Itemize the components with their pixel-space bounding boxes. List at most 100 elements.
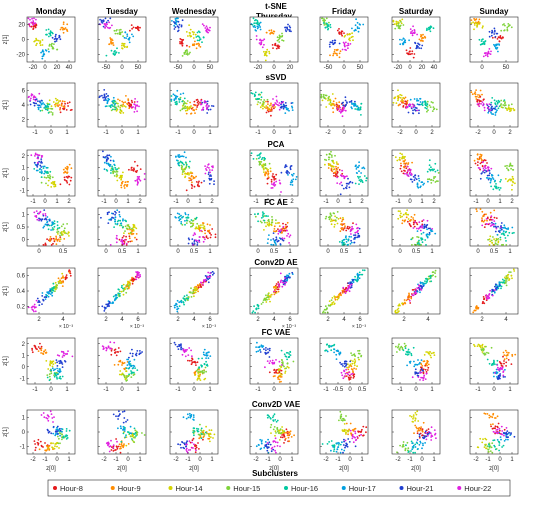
data-point [346, 363, 348, 365]
data-point [478, 167, 480, 169]
data-point [277, 36, 279, 38]
day-title: Friday [332, 7, 357, 16]
data-point [129, 42, 131, 44]
data-point [269, 360, 271, 362]
data-point [335, 299, 337, 301]
data-point [427, 237, 429, 239]
data-point [41, 295, 43, 297]
data-point [117, 223, 119, 225]
data-point [192, 107, 194, 109]
data-point [282, 223, 284, 225]
data-point [64, 101, 66, 103]
data-point [346, 175, 348, 177]
data-point [486, 223, 488, 225]
data-point [115, 223, 117, 225]
data-point [360, 114, 362, 116]
data-point [490, 219, 492, 221]
data-point [119, 370, 121, 372]
data-point [129, 367, 131, 369]
data-point [350, 236, 352, 238]
data-point [187, 110, 189, 112]
data-point [57, 224, 59, 226]
data-point [274, 102, 276, 104]
data-point [359, 228, 361, 230]
data-point [123, 43, 125, 45]
data-point [122, 237, 124, 239]
data-point [413, 176, 415, 178]
data-point [110, 172, 112, 174]
data-point [435, 181, 437, 183]
data-point [338, 28, 340, 30]
data-point [501, 229, 503, 231]
data-point [398, 23, 400, 25]
data-point [420, 282, 422, 284]
data-point [411, 162, 413, 164]
data-point [358, 109, 360, 111]
data-point [288, 110, 290, 112]
data-point [277, 233, 279, 235]
data-point [52, 114, 54, 116]
data-point [341, 185, 343, 187]
data-point [103, 310, 105, 312]
data-point [110, 39, 112, 41]
data-point [421, 365, 423, 367]
data-point [196, 47, 198, 49]
data-point [124, 362, 126, 364]
data-point [477, 161, 479, 163]
data-point [183, 164, 185, 166]
data-point [125, 370, 127, 372]
data-point [115, 216, 117, 218]
data-point [408, 293, 410, 295]
data-point [393, 20, 395, 22]
data-point [110, 164, 112, 166]
data-point [402, 44, 404, 46]
data-point [349, 290, 351, 292]
data-point [421, 181, 423, 183]
data-point [324, 312, 326, 314]
data-point [258, 308, 260, 310]
data-point [494, 45, 496, 47]
data-point [62, 285, 64, 287]
data-point [184, 169, 186, 171]
data-point [481, 217, 483, 219]
data-point [332, 93, 334, 95]
data-point [475, 208, 477, 210]
data-point [59, 235, 61, 237]
data-point [114, 219, 116, 221]
data-point [277, 372, 279, 374]
data-point [200, 227, 202, 229]
data-point [511, 189, 513, 191]
data-point [53, 101, 55, 103]
x-tick-label: 2 [430, 130, 434, 136]
data-point [256, 158, 258, 160]
data-point [328, 98, 330, 100]
data-point [395, 21, 397, 23]
data-point [40, 162, 42, 164]
data-point [348, 228, 350, 230]
data-point [364, 175, 366, 177]
data-point [195, 34, 197, 36]
data-point [423, 373, 425, 375]
data-point [283, 104, 285, 106]
data-point [354, 276, 356, 278]
data-point [55, 37, 57, 39]
data-point [497, 244, 499, 246]
data-point [29, 19, 31, 21]
data-point [189, 221, 191, 223]
data-point [182, 93, 184, 95]
data-point [46, 222, 48, 224]
data-point [325, 305, 327, 307]
data-point [336, 177, 338, 179]
data-point [185, 176, 187, 178]
data-point [428, 178, 430, 180]
data-point [212, 274, 214, 276]
data-point [270, 244, 272, 246]
data-point [479, 39, 481, 41]
data-point [347, 288, 349, 290]
data-point [195, 176, 197, 178]
data-point [508, 104, 510, 106]
data-point [284, 353, 286, 355]
data-point [38, 346, 40, 348]
data-point [427, 171, 429, 173]
data-point [485, 160, 487, 162]
